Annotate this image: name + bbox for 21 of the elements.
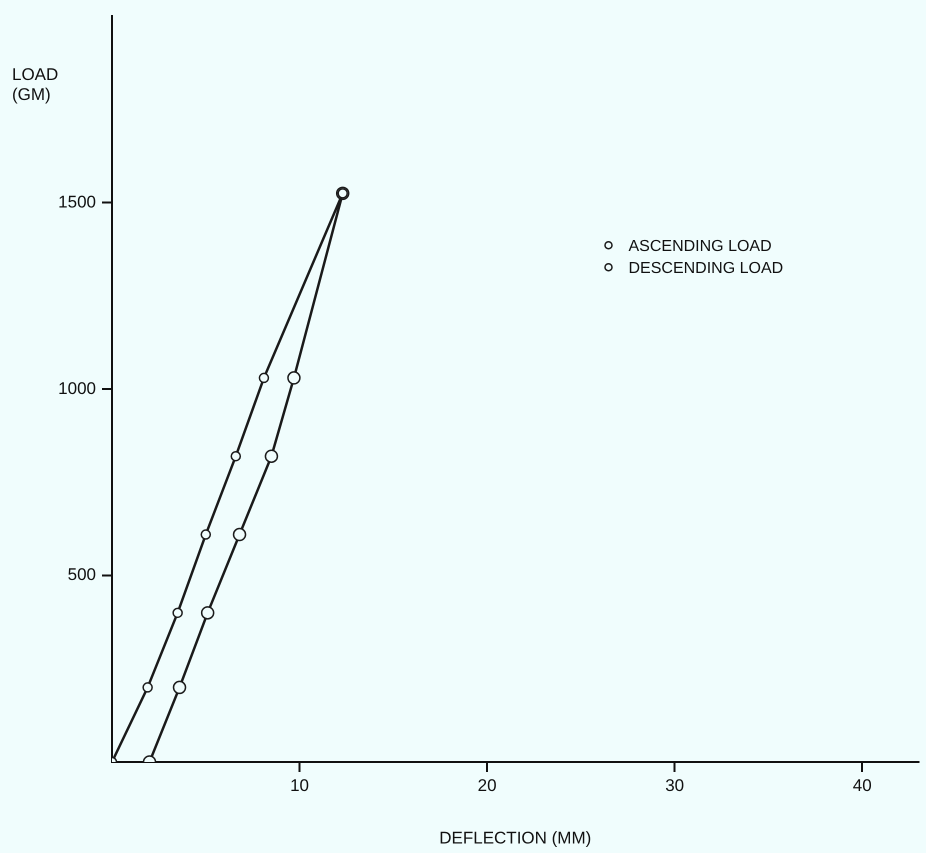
point — [232, 528, 246, 542]
x-axis-title: DEFLECTION (MM) — [439, 828, 592, 848]
point — [142, 682, 153, 693]
x-tick-label: 40 — [852, 776, 872, 795]
y-axis-title: LOAD (GM) — [12, 65, 58, 104]
point — [258, 372, 270, 384]
legend-label: DESCENDING LOAD — [628, 260, 784, 278]
point — [287, 371, 301, 385]
x-tick-label: 10 — [290, 776, 310, 795]
point — [264, 449, 278, 463]
point — [200, 606, 214, 620]
x-tick-label: 30 — [665, 776, 684, 795]
point — [200, 529, 212, 540]
y-tick-label: 1000 — [58, 378, 96, 398]
y-tick-label: 500 — [68, 565, 96, 584]
point — [230, 450, 242, 462]
y-tick-label: 1500 — [58, 192, 96, 212]
legend-label: ASCENDING LOAD — [628, 238, 772, 256]
point — [172, 680, 186, 694]
x-tick-label: 20 — [478, 776, 497, 795]
point — [172, 608, 183, 618]
